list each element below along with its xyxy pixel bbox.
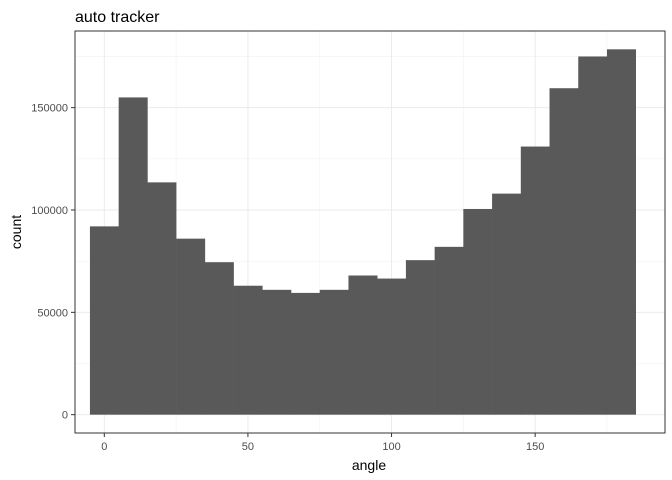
x-tick-label: 0 <box>101 441 107 453</box>
histogram-bar <box>262 289 292 415</box>
y-tick-label: 150000 <box>31 103 68 115</box>
histogram-bar <box>492 193 522 415</box>
x-axis: 0 50 100 150 <box>101 433 544 453</box>
x-axis-title: angle <box>352 457 386 473</box>
histogram-bar <box>463 208 493 415</box>
y-tick-label: 0 <box>62 410 68 422</box>
chart-title: auto tracker <box>75 9 160 26</box>
histogram-bar <box>233 285 263 415</box>
y-tick-label: 50000 <box>37 307 68 319</box>
histogram-bar <box>578 56 608 415</box>
histogram-bar <box>89 226 119 415</box>
histogram-bar <box>348 275 378 415</box>
histogram-bar <box>176 238 206 415</box>
plot-border <box>74 30 666 434</box>
y-tick-label: 100000 <box>31 205 68 217</box>
histogram-bar <box>377 278 407 415</box>
x-tick-label: 100 <box>382 441 400 453</box>
histogram-bar <box>405 260 435 415</box>
histogram-bar <box>549 88 579 415</box>
histogram-bar <box>204 262 234 415</box>
histogram-bar <box>434 246 464 415</box>
histogram-bar <box>291 292 321 415</box>
x-tick-label: 150 <box>526 441 544 453</box>
x-tick-label: 50 <box>242 441 254 453</box>
bars <box>89 49 637 415</box>
histogram-bar <box>118 97 148 415</box>
y-axis-title: count <box>8 215 24 249</box>
y-axis: 0 50000 100000 150000 <box>31 103 75 422</box>
histogram-bar <box>147 182 177 415</box>
histogram-bar <box>606 49 637 415</box>
histogram-bar <box>319 289 349 415</box>
histogram-bar <box>520 146 550 415</box>
